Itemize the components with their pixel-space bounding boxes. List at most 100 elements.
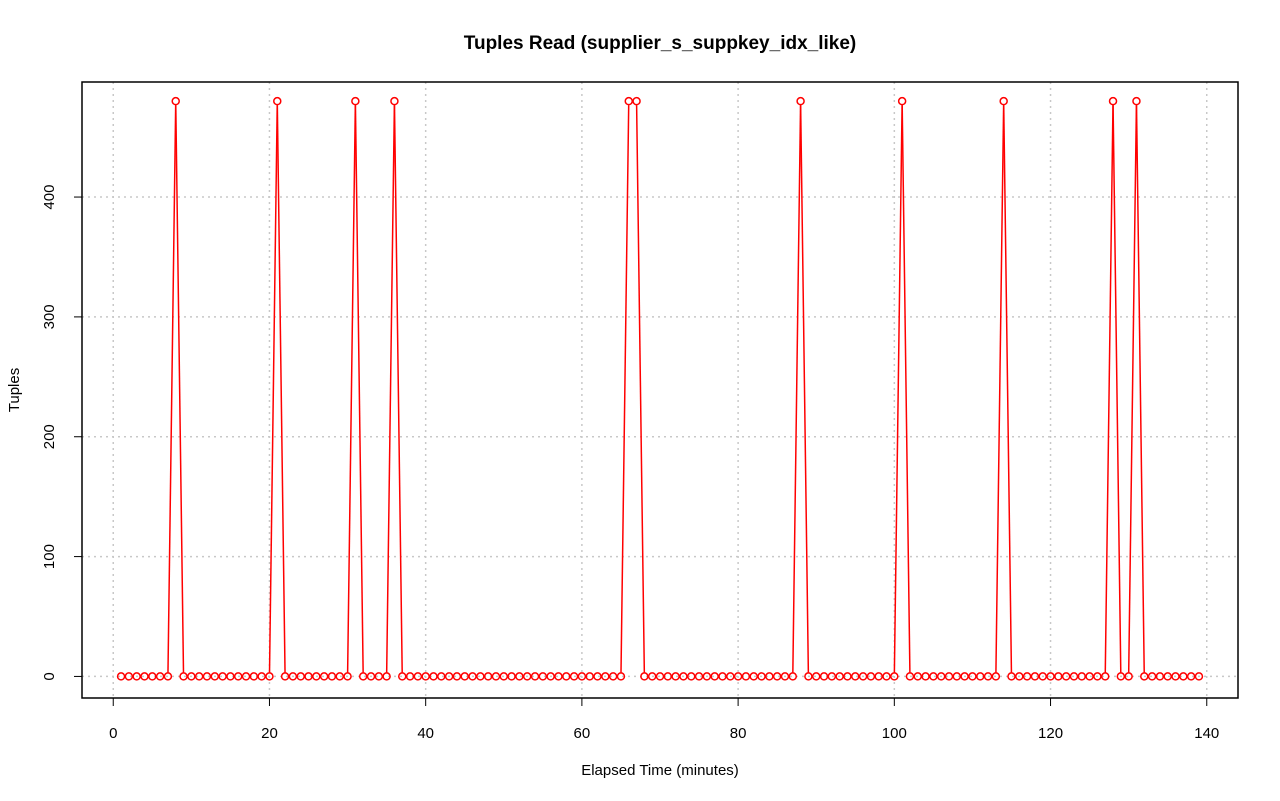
axes: 0 20 40 60 80 100 120 140 0 100 200 300 400 [41, 185, 1219, 742]
series-segment [1104, 105, 1114, 673]
data-point [171, 96, 180, 106]
x-tick-label: 140 [1194, 725, 1219, 742]
series-segment [268, 105, 278, 673]
data-point [1007, 672, 1016, 681]
data-point [483, 672, 493, 681]
data-point [866, 672, 876, 681]
data-point [163, 672, 173, 681]
data-point [874, 672, 883, 681]
data-point [593, 672, 602, 681]
series-segment [995, 105, 1005, 673]
data-point [772, 672, 782, 681]
plot-frame [81, 81, 1239, 699]
data-point [265, 672, 274, 681]
data-point [452, 672, 462, 681]
x-tick-label: 40 [417, 725, 434, 742]
y-axis-label: Tuples [6, 368, 23, 412]
data-point [1077, 672, 1087, 681]
data-point [429, 672, 438, 681]
data-point [233, 672, 243, 681]
data-point [726, 672, 735, 681]
data-point [1116, 672, 1126, 681]
x-tick-label: 0 [109, 725, 117, 742]
data-point [811, 672, 821, 681]
data-point [366, 672, 376, 681]
data-point [507, 672, 516, 681]
data-point [913, 672, 923, 681]
data-point [616, 672, 626, 681]
data-point [343, 672, 352, 681]
chart-title: Tuples Read (supplier_s_suppkey_idx_like… [464, 33, 856, 54]
data-point [663, 672, 673, 681]
data-point [702, 672, 712, 681]
data-point [952, 672, 962, 681]
data-point [624, 96, 634, 106]
data-point [1163, 672, 1172, 681]
data-point [1054, 672, 1063, 681]
data-point [718, 672, 727, 681]
data-point [827, 672, 837, 681]
data-point [1061, 672, 1071, 681]
data-point [140, 672, 149, 681]
y-tick-label: 300 [41, 304, 58, 329]
series-segment [346, 105, 357, 673]
series-segment [393, 105, 403, 673]
x-tick-label: 80 [730, 725, 747, 742]
y-tick-label: 0 [41, 672, 58, 680]
data-point [468, 672, 477, 681]
data-point [241, 672, 251, 681]
data-point [187, 672, 196, 681]
data-point [413, 672, 423, 681]
data-point [710, 672, 719, 681]
data-point [975, 672, 985, 681]
series-segment [1127, 105, 1138, 673]
data-point [257, 672, 266, 681]
data-point [1194, 672, 1204, 681]
series-segment [799, 105, 810, 673]
data-point [851, 672, 860, 681]
series-segment [1112, 105, 1122, 673]
data-point [210, 672, 220, 681]
data-point [155, 672, 165, 681]
data-point [1093, 672, 1102, 681]
series-segment [175, 105, 185, 673]
x-tick-label: 120 [1038, 725, 1063, 742]
data-point [312, 672, 321, 681]
data-point [655, 672, 665, 681]
data-point [632, 96, 641, 106]
data-point [249, 672, 259, 681]
data-point [554, 672, 563, 681]
series-segment [1135, 105, 1145, 673]
data-point [382, 672, 391, 681]
y-tick-label: 200 [41, 424, 58, 449]
series-segment [901, 105, 911, 673]
data-point [968, 672, 977, 681]
data-point [397, 672, 407, 681]
data-point [304, 672, 313, 681]
series-segment [385, 105, 396, 673]
data-point [124, 672, 134, 681]
x-tick-label: 20 [261, 725, 278, 742]
data-point [1140, 672, 1149, 681]
data-point [1038, 672, 1047, 681]
data-point [882, 672, 891, 681]
x-tick-label: 60 [574, 725, 591, 742]
data-point [858, 672, 868, 681]
data-point [757, 672, 766, 681]
data-point [741, 672, 751, 681]
data-point [148, 672, 157, 681]
data-point [804, 672, 813, 681]
data-point [577, 672, 587, 681]
data-point [671, 672, 680, 681]
x-tick-label: 100 [882, 725, 907, 742]
data-point [390, 96, 399, 106]
data-point [1155, 672, 1165, 681]
data-point [1069, 672, 1079, 681]
data-point [327, 672, 337, 681]
y-tick-label: 400 [41, 185, 58, 210]
data-point [1085, 672, 1094, 681]
data-point [608, 672, 618, 681]
data-point [491, 672, 501, 681]
data-point [538, 672, 548, 681]
data-point [936, 672, 946, 681]
